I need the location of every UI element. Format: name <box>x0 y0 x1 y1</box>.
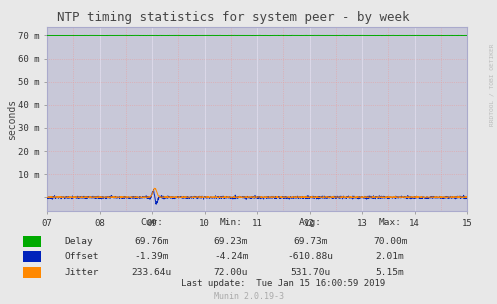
Text: 233.64u: 233.64u <box>132 268 171 277</box>
Text: 70.00m: 70.00m <box>373 237 408 246</box>
Text: Avg:: Avg: <box>299 218 322 227</box>
Text: Munin 2.0.19-3: Munin 2.0.19-3 <box>214 292 283 302</box>
Text: 531.70u: 531.70u <box>291 268 331 277</box>
Text: -610.88u: -610.88u <box>288 252 333 261</box>
Text: Offset: Offset <box>65 252 99 261</box>
Text: 69.73m: 69.73m <box>293 237 328 246</box>
Text: 69.23m: 69.23m <box>214 237 248 246</box>
Y-axis label: seconds: seconds <box>6 99 17 140</box>
Text: Cur:: Cur: <box>140 218 163 227</box>
Text: 5.15m: 5.15m <box>376 268 405 277</box>
Text: -4.24m: -4.24m <box>214 252 248 261</box>
Text: Max:: Max: <box>379 218 402 227</box>
Text: 2.01m: 2.01m <box>376 252 405 261</box>
Text: 69.76m: 69.76m <box>134 237 169 246</box>
Text: Delay: Delay <box>65 237 93 246</box>
Text: 72.00u: 72.00u <box>214 268 248 277</box>
Text: Last update:  Tue Jan 15 16:00:59 2019: Last update: Tue Jan 15 16:00:59 2019 <box>181 279 385 288</box>
Text: -1.39m: -1.39m <box>134 252 169 261</box>
Text: Min:: Min: <box>220 218 243 227</box>
Text: Jitter: Jitter <box>65 268 99 277</box>
Text: RRDTOOL / TOBI OETIKER: RRDTOOL / TOBI OETIKER <box>490 44 495 126</box>
Text: NTP timing statistics for system peer - by week: NTP timing statistics for system peer - … <box>57 11 410 24</box>
